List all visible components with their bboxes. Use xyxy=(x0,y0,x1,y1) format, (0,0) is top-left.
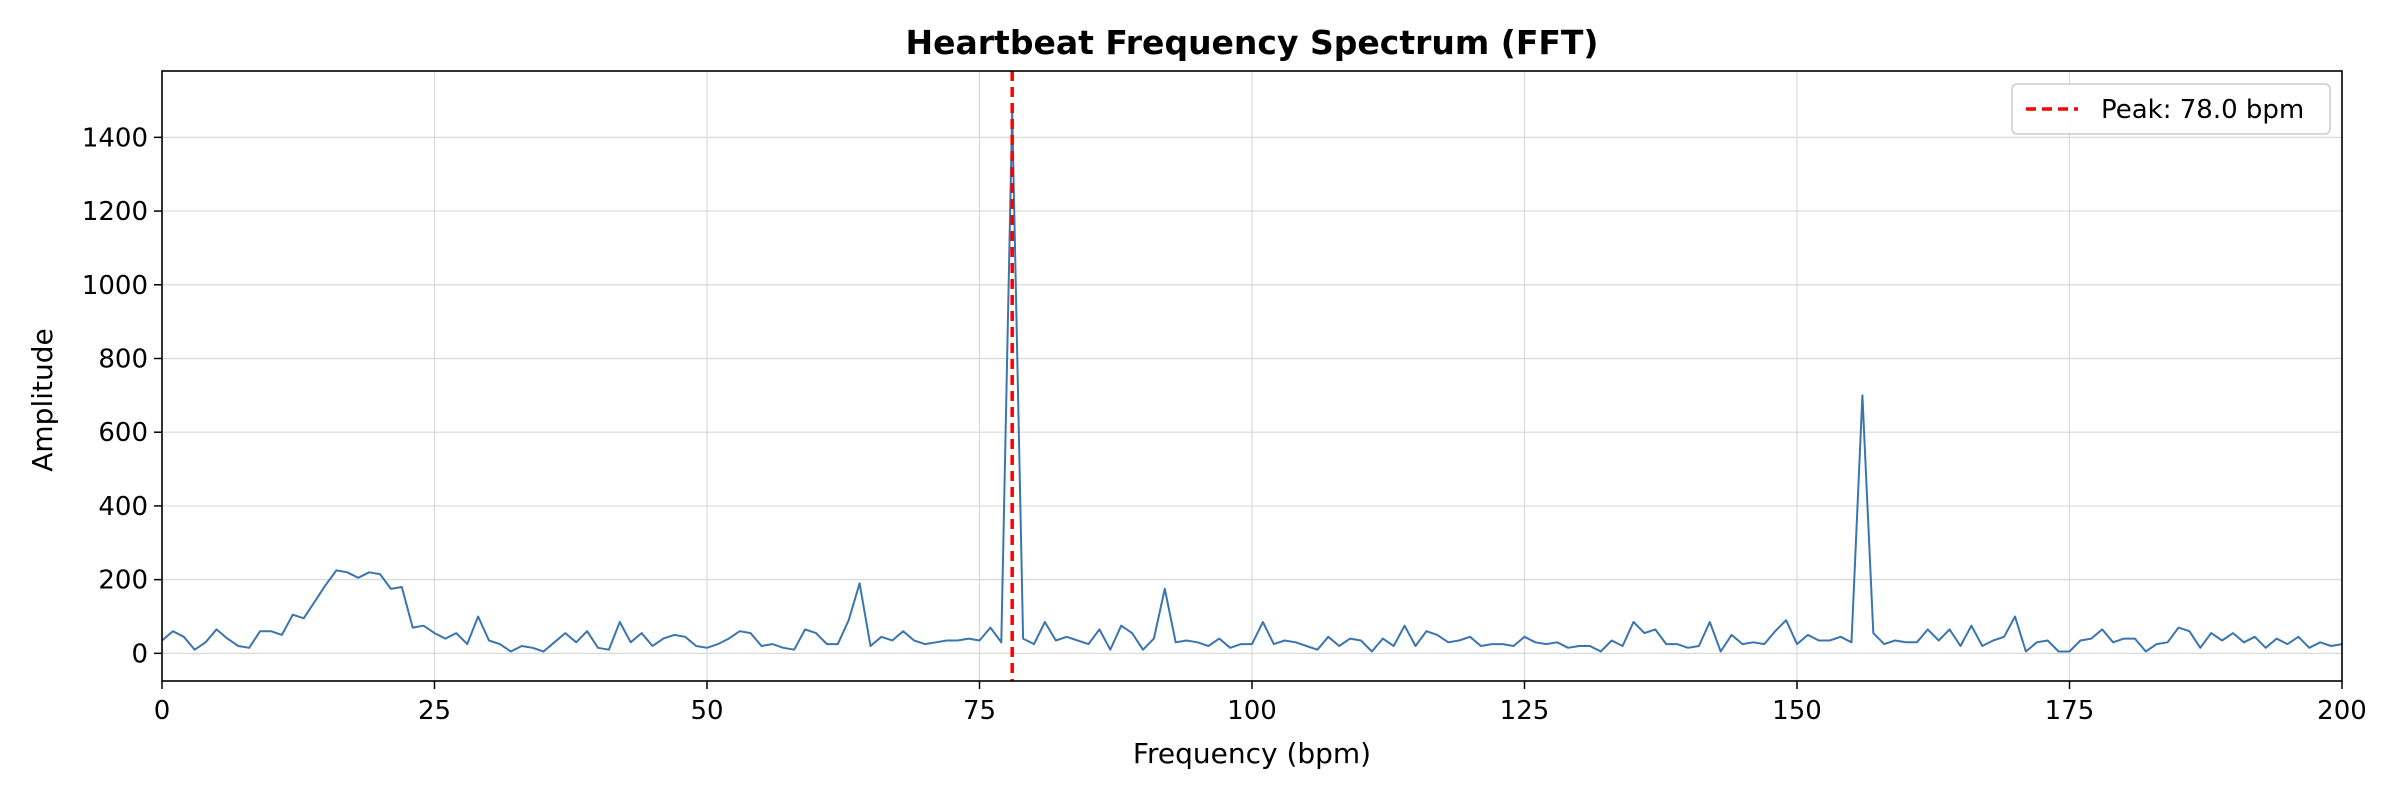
x-tick-label: 75 xyxy=(963,696,996,726)
legend: Peak: 78.0 bpm xyxy=(2011,83,2331,135)
spectrum-line xyxy=(161,110,2343,653)
y-tick-label: 1400 xyxy=(82,123,148,153)
x-tick-label: 50 xyxy=(690,696,723,726)
chart-title: Heartbeat Frequency Spectrum (FFT) xyxy=(906,23,1599,62)
grid xyxy=(161,71,2343,681)
x-tick-label: 175 xyxy=(2045,696,2095,726)
legend-peak-label: Peak: 78.0 bpm xyxy=(2101,95,2304,125)
series-layer xyxy=(161,110,2343,653)
y-tick-label: 400 xyxy=(98,492,148,522)
legend-box xyxy=(2011,83,2331,135)
x-tick-label: 25 xyxy=(418,696,451,726)
y-axis-label: Amplitude xyxy=(26,328,59,472)
x-tick-label: 0 xyxy=(154,696,171,726)
y-tick-label: 600 xyxy=(98,418,148,448)
x-tick-label: 200 xyxy=(2317,696,2367,726)
y-tick-label: 200 xyxy=(98,566,148,596)
y-tick-label: 800 xyxy=(98,344,148,374)
x-axis-label: Frequency (bpm) xyxy=(1133,737,1371,770)
y-tick-label: 1000 xyxy=(82,271,148,301)
x-tick-label: 125 xyxy=(1500,696,1550,726)
x-tick-label: 150 xyxy=(1772,696,1822,726)
x-tick-label: 100 xyxy=(1227,696,1277,726)
y-tick-label: 0 xyxy=(131,639,148,669)
y-tick-label: 1200 xyxy=(82,197,148,227)
ticks: 0 25 50 75 100 125 150 175 200 0 200 400 600 800 1000 1… xyxy=(82,123,2367,726)
